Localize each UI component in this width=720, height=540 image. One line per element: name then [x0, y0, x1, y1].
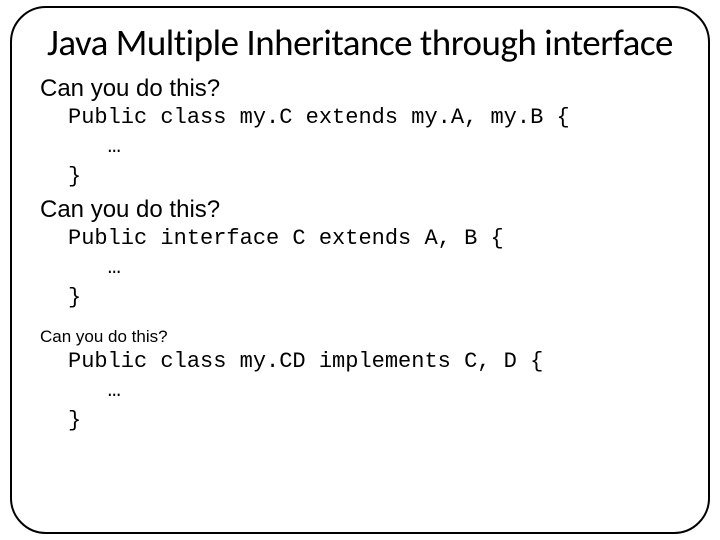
section-1: Can you do this? Public class my.C exten… [40, 75, 680, 192]
section-1-question: Can you do this? [40, 75, 680, 103]
section-2-code: Public interface C extends A, B { … } [40, 224, 680, 313]
section-3: Can you do this? Public class my.CD impl… [40, 327, 680, 436]
section-2: Can you do this? Public interface C exte… [40, 196, 680, 313]
section-1-code: Public class my.C extends my.A, my.B { …… [40, 103, 680, 192]
section-3-code: Public class my.CD implements C, D { … } [40, 347, 680, 436]
section-3-question: Can you do this? [40, 327, 680, 347]
slide-frame: Java Multiple Inheritance through interf… [10, 6, 710, 534]
slide-title: Java Multiple Inheritance through interf… [40, 22, 680, 65]
section-2-question: Can you do this? [40, 196, 680, 224]
